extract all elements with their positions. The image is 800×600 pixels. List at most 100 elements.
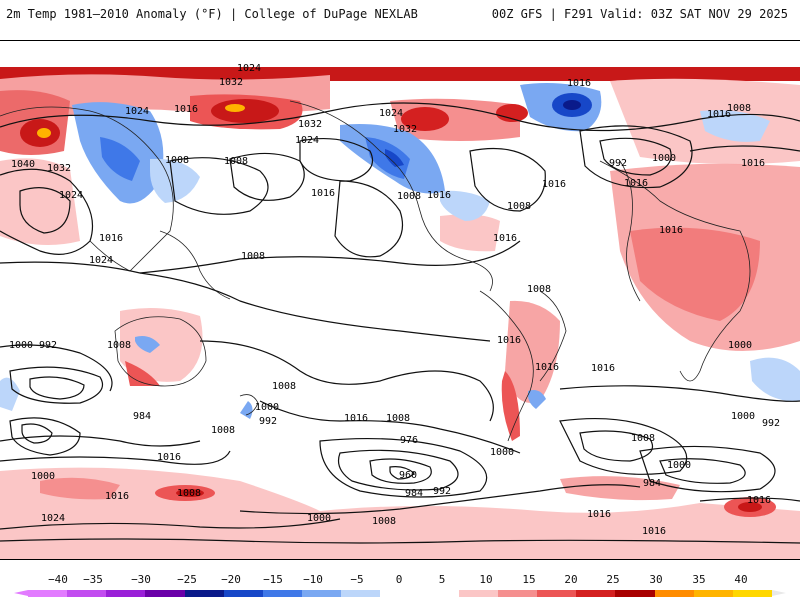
colorbar-segment — [145, 590, 185, 597]
isobar-label: 1016 — [659, 225, 683, 236]
model-run-info: 00Z GFS | F291 Valid: 03Z SAT NOV 29 202… — [491, 7, 788, 21]
isobar-label: 1000 — [31, 471, 55, 482]
colorbar-min-arrow — [14, 590, 28, 596]
isobar-label: 984 — [643, 478, 661, 489]
isobar-label: 992 — [609, 158, 627, 169]
colorbar-segment — [302, 590, 342, 597]
header-bar: 2m Temp 1981–2010 Anomaly (°F) | College… — [0, 0, 800, 28]
isobar-label: 1008 — [397, 191, 421, 202]
isobar-label: 1016 — [0, 41, 11, 44]
colorbar-segment — [380, 590, 420, 597]
colorbar-segment — [615, 590, 655, 597]
colorbar-scale — [28, 590, 772, 597]
isobar-label: 1024 — [237, 63, 261, 74]
colorbar-segment — [458, 590, 498, 597]
isobar-label: 1016 — [497, 335, 521, 346]
isobar-label: 1016 — [567, 78, 591, 89]
colorbar-tick-label: −35 — [83, 573, 103, 586]
colorbar-segment — [537, 590, 577, 597]
colorbar-tick-label: −30 — [131, 573, 151, 586]
isobar-label: 1008 — [107, 340, 131, 351]
isobar-label: 1024 — [89, 255, 113, 266]
isobar-label: 1016 — [747, 495, 771, 506]
isobar-label: 1016 — [99, 233, 123, 244]
isobar-label: 1000 — [652, 153, 676, 164]
colorbar-segment — [419, 590, 459, 597]
isobar-label: 1016 — [105, 491, 129, 502]
isobar-label: 1016 — [311, 188, 335, 199]
isobar-label: 1008 — [224, 156, 248, 167]
isobar-label: 1024 — [59, 190, 83, 201]
isobar-label: 1016 — [0, 41, 11, 44]
isobar-label: 1016 — [624, 178, 648, 189]
isobar-label: 1016 — [741, 158, 765, 169]
isobar-label: 960 — [399, 470, 417, 481]
isobar-label: 976 — [400, 435, 418, 446]
isobar-label: 992 — [762, 418, 780, 429]
colorbar-tick-label: 40 — [734, 573, 748, 586]
colorbar-tick-label: −20 — [221, 573, 241, 586]
colorbar-tick-label: 25 — [606, 573, 620, 586]
colorbar: −40 −35 −30 −25 −20 −15 −10 −5 0 5 10 15 20 25 30 35 40 — [0, 570, 800, 600]
isobar-label: 1016 — [174, 104, 198, 115]
isobar-label: 1008 — [727, 103, 751, 114]
isobar-label: 1016 — [587, 509, 611, 520]
colorbar-segment — [106, 590, 146, 597]
isobar-label: 1000 — [728, 340, 752, 351]
colorbar-tick-label: 35 — [692, 573, 706, 586]
isobar-label: 1016 — [642, 526, 666, 537]
isobar-label: 1016 — [344, 413, 368, 424]
colorbar-segment — [223, 590, 263, 597]
isobar-label: 1008 — [386, 413, 410, 424]
isobar-label: 1008 — [177, 488, 201, 499]
colorbar-segment — [654, 590, 694, 597]
colorbar-tick-label: 15 — [522, 573, 536, 586]
isobar-label: 1016 — [535, 362, 559, 373]
isobar-label: 1024 — [125, 106, 149, 117]
colorbar-segment — [732, 590, 772, 597]
isobar-contours — [0, 102, 800, 544]
colorbar-tick-label: 10 — [479, 573, 493, 586]
colorbar-tick-label: −10 — [303, 573, 323, 586]
isobar-label: 1008 — [372, 516, 396, 527]
isobar-label: 992 — [433, 486, 451, 497]
isobar-label: 984 — [133, 411, 151, 422]
isobar-label: 984 — [405, 488, 423, 499]
colorbar-segment — [67, 590, 107, 597]
isobar-label: 1032 — [219, 77, 243, 88]
isobar-label: 1000 — [731, 411, 755, 422]
isobar-label: 1016 — [493, 233, 517, 244]
isobar-label: 1040 — [11, 159, 35, 170]
colorbar-tick-label: −25 — [177, 573, 197, 586]
isobar-label: 1008 — [507, 201, 531, 212]
isobar-label: 1032 — [393, 124, 417, 135]
colorbar-segment — [341, 590, 381, 597]
isobar-label: 1000 — [490, 447, 514, 458]
colorbar-segment — [497, 590, 538, 597]
colorbar-tick-label: 5 — [438, 573, 446, 586]
colorbar-tick-label: 30 — [649, 573, 663, 586]
isobar-label: 1016 — [427, 190, 451, 201]
isobar-label: 1008 — [241, 251, 265, 262]
cool-anomaly-shading — [0, 83, 800, 419]
isobar-label: 1016 — [591, 363, 615, 374]
colorbar-tick-label: 20 — [564, 573, 578, 586]
map-panel[interactable]: 1024 1032 1024 1016 1032 1024 1032 1024 1016 1008… — [0, 40, 800, 560]
isobar-label: 1008 — [631, 433, 655, 444]
colorbar-segment — [262, 590, 303, 597]
isobar-label: 1000 — [667, 460, 691, 471]
isobar-label: 1024 — [379, 108, 403, 119]
isobar-label: 1016 — [542, 179, 566, 190]
isobar-label: 1016 — [157, 452, 181, 463]
isobar-label: 992 — [259, 416, 277, 427]
isobar-label: 1024 — [295, 135, 319, 146]
colorbar-segment — [693, 590, 733, 597]
isobar-label: 1016 — [707, 109, 731, 120]
colorbar-tick-label: 0 — [395, 573, 403, 586]
colorbar-tick-label: −40 — [48, 573, 68, 586]
isobar-label: 1000 — [9, 340, 33, 351]
isobar-label: 1024 — [41, 513, 65, 524]
colorbar-segment — [28, 590, 68, 597]
